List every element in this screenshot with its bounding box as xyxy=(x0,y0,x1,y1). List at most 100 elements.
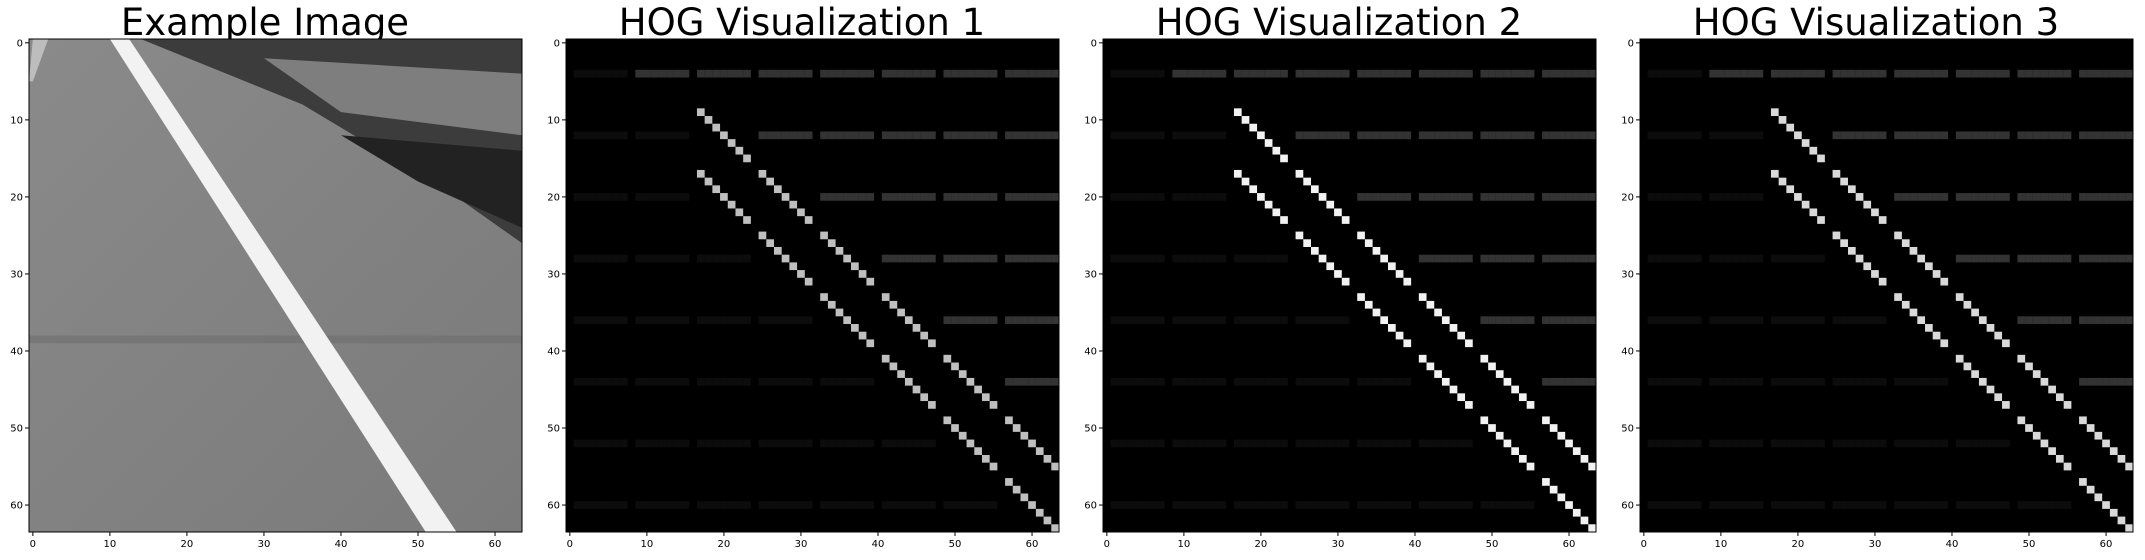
hog-stroke xyxy=(1126,501,1134,509)
hog-stroke xyxy=(2017,501,2026,509)
hog-stroke xyxy=(727,254,736,263)
hog-stroke xyxy=(2094,431,2103,440)
hog-stroke xyxy=(1249,254,1258,263)
hog-stroke xyxy=(1740,501,1748,509)
hog-stroke xyxy=(1511,69,1519,78)
x-tick-label: 20 xyxy=(181,539,194,550)
hog-stroke xyxy=(1395,439,1404,448)
hog-stroke xyxy=(2102,254,2110,263)
hog-stroke xyxy=(743,439,751,448)
hog-stroke xyxy=(2086,254,2095,263)
hog-stroke xyxy=(904,501,913,509)
hog-stroke xyxy=(635,501,644,509)
hog-stroke xyxy=(1647,501,1656,509)
y-tick-label: 20 xyxy=(547,192,560,203)
hog-stroke xyxy=(1295,501,1304,509)
hog-stroke xyxy=(1418,131,1427,140)
hog-stroke xyxy=(1180,377,1188,386)
hog-stroke xyxy=(1588,193,1596,201)
hog-stroke xyxy=(1326,200,1335,209)
y-tick-label: 60 xyxy=(1084,501,1097,512)
hog-stroke xyxy=(1986,324,1995,332)
hog-stroke xyxy=(1020,69,1029,78)
hog-stroke xyxy=(1511,131,1519,140)
hog-stroke xyxy=(1955,193,1964,201)
hog-stroke xyxy=(1403,277,1412,286)
hog-stroke xyxy=(1855,377,1864,386)
hog-stroke xyxy=(619,131,628,140)
hog-stroke xyxy=(1180,193,1188,201)
hog-stroke xyxy=(1149,501,1157,509)
hog-stroke xyxy=(1187,501,1196,509)
hog-stroke xyxy=(696,108,705,117)
hog-stroke xyxy=(2017,416,2026,425)
hog-stroke xyxy=(2086,485,2095,494)
hog-stroke xyxy=(1709,193,1718,201)
hog-stroke xyxy=(2117,131,2126,140)
hog-stroke xyxy=(1149,316,1157,325)
hog-stroke xyxy=(2063,501,2072,509)
hog-stroke xyxy=(1925,193,1933,201)
hog-stroke xyxy=(2063,254,2072,263)
hog-stroke xyxy=(1647,377,1656,386)
hog-stroke xyxy=(1156,131,1165,140)
hog-stroke xyxy=(1963,254,1972,263)
hog-stroke xyxy=(1180,131,1188,140)
hog-stroke xyxy=(666,193,674,201)
hog-stroke xyxy=(1495,431,1504,440)
x-tick-label: 30 xyxy=(1332,539,1345,550)
hog-stroke xyxy=(1028,193,1036,201)
hog-stroke xyxy=(1441,131,1450,140)
hog-stroke xyxy=(866,69,875,78)
hog-stroke xyxy=(650,131,659,140)
hog-stroke xyxy=(1518,454,1527,463)
hog-stroke xyxy=(758,231,767,240)
hog-stroke xyxy=(2017,254,2026,263)
hog-stroke xyxy=(1020,316,1029,325)
hog-stroke xyxy=(1655,131,1664,140)
hog-stroke xyxy=(735,501,744,509)
hog-stroke xyxy=(2094,493,2103,502)
x-tick-label: 40 xyxy=(1946,539,1959,550)
hog-stroke xyxy=(989,254,998,263)
hog-stroke xyxy=(1426,69,1435,78)
hog-stroke xyxy=(1180,254,1188,263)
hog-stroke xyxy=(1994,254,2003,263)
hog-stroke xyxy=(1141,439,1150,448)
hog-stroke xyxy=(1909,501,1918,509)
hog-stroke xyxy=(1218,439,1227,448)
hog-stroke xyxy=(1118,254,1127,263)
hog-stroke xyxy=(1963,300,1972,309)
y-tick-label: 50 xyxy=(1621,424,1634,435)
hog-stroke xyxy=(1118,439,1127,448)
hog-stroke xyxy=(1878,501,1887,509)
x-tick-label: 50 xyxy=(2023,539,2036,550)
hog-stroke xyxy=(1434,69,1442,78)
hog-stroke xyxy=(704,439,713,448)
hog-stroke xyxy=(781,316,790,325)
hog-stroke xyxy=(2094,131,2103,140)
hog-stroke xyxy=(1655,193,1664,201)
hog-stroke xyxy=(1770,316,1779,325)
hog-stroke xyxy=(1203,254,1211,263)
hog-stroke xyxy=(1986,131,1995,140)
hog-stroke xyxy=(1717,131,1725,140)
hog-stroke xyxy=(797,501,805,509)
hog-stroke xyxy=(589,69,597,78)
hog-stroke xyxy=(1778,116,1787,124)
hog-stroke xyxy=(573,254,582,263)
hog-stroke xyxy=(1388,501,1396,509)
hog-stroke xyxy=(912,131,921,140)
hog-stroke xyxy=(673,193,682,201)
hog-stroke xyxy=(1511,385,1519,394)
hog-stroke xyxy=(912,193,921,201)
hog-stroke xyxy=(1395,501,1404,509)
hog-stroke xyxy=(612,501,620,509)
hog-stroke xyxy=(1218,69,1227,78)
hog-stroke xyxy=(1326,501,1335,509)
y-tick-label: 40 xyxy=(1084,346,1097,357)
hog-stroke xyxy=(704,501,713,509)
x-tick-label: 60 xyxy=(1026,539,1039,550)
hog-stroke xyxy=(1334,131,1342,140)
hog-stroke xyxy=(1663,254,1671,263)
